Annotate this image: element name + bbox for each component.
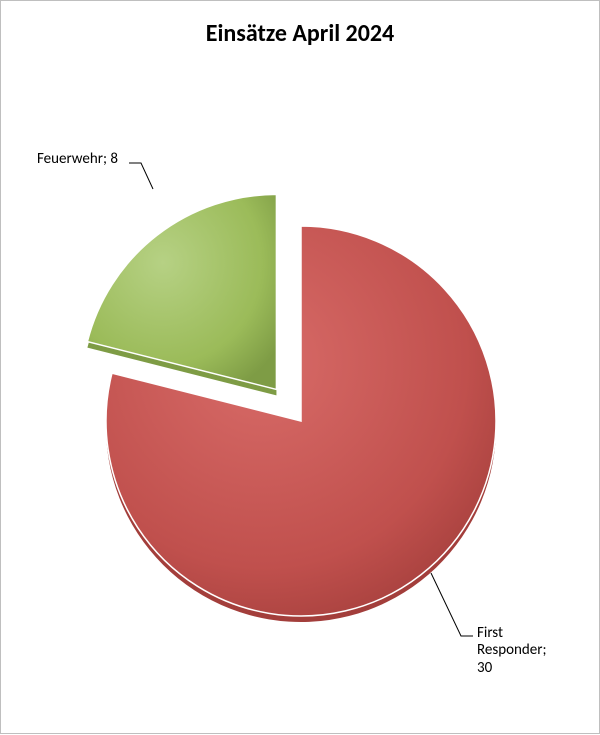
leader-line xyxy=(431,573,473,636)
leader-line xyxy=(129,163,153,189)
chart-frame: Einsätze April 2024 First Responder; 30 … xyxy=(0,0,600,734)
slice-label-feuerwehr: Feuerwehr; 8 xyxy=(37,151,118,168)
slice-label-first-responder: First Responder; 30 xyxy=(477,625,546,677)
pie-slice-feuerwehr xyxy=(87,194,276,389)
